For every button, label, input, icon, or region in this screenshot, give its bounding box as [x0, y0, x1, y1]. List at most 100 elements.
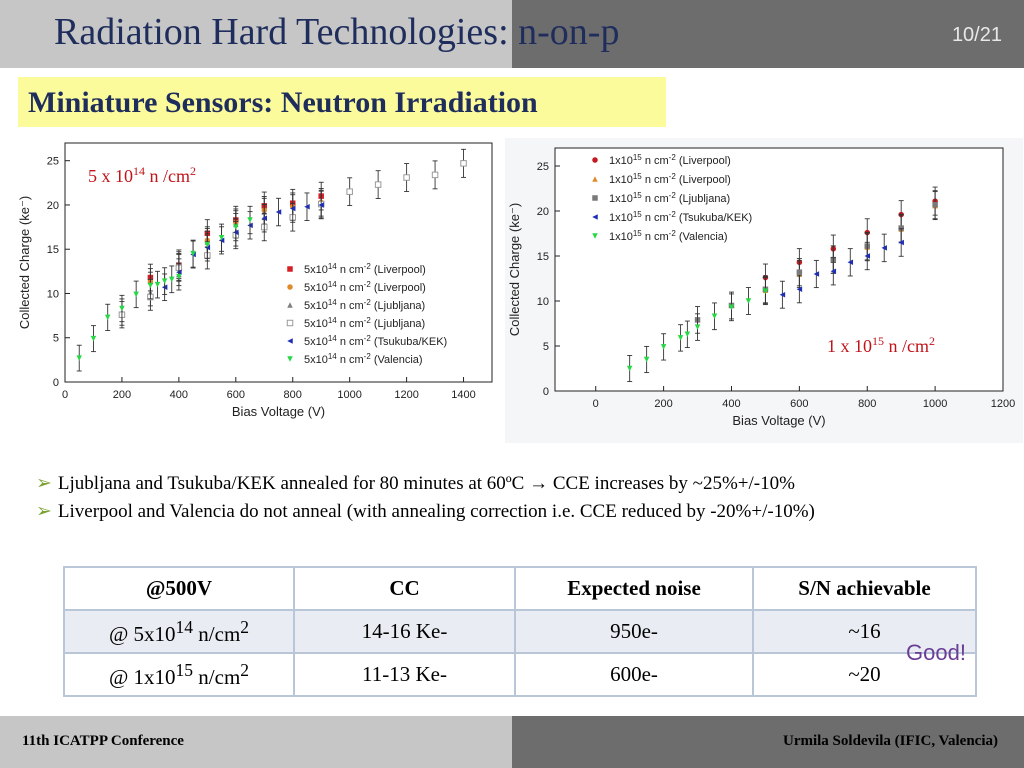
table-row: @ 1x1015 n/cm2 11-13 Ke- 600e- ~20 [63, 652, 977, 697]
legend-marker [592, 214, 598, 220]
plot-frame [554, 147, 1004, 392]
table-header-cell: Expected noise [514, 566, 754, 611]
x-tick-label: 1200 [394, 389, 418, 401]
data-point [169, 276, 175, 283]
legend-marker [592, 157, 598, 163]
legend-marker [287, 356, 293, 362]
table-row: @ 5x1014 n/cm2 14-16 Ke- 950e- ~16 [63, 609, 977, 654]
x-tick-label: 200 [654, 398, 672, 410]
data-point [204, 242, 211, 248]
data-point [104, 314, 111, 321]
chart-5e14: 0 200 400 600 800 1000 1200 1400 0 5 10 15 20 25 Bias … [10, 138, 495, 428]
page-number: 10/21 [951, 24, 1002, 46]
header-bar-left [0, 0, 512, 68]
table-header-cell: S/N achievable [752, 566, 977, 611]
x-tick-label: 400 [170, 389, 188, 401]
data-point [813, 271, 820, 277]
footer-bar-left [0, 716, 512, 768]
y-tick-label: 0 [543, 386, 549, 398]
table-cell: 11-13 Ke- [293, 652, 516, 697]
data-point [898, 239, 904, 246]
legend-marker [592, 195, 598, 201]
data-point [261, 215, 268, 221]
data-point [403, 174, 410, 181]
x-tick-label: 1400 [451, 389, 475, 401]
data-point [247, 217, 253, 223]
table-header-cell: CC [293, 566, 516, 611]
bullet-text: Liverpool and Valencia do not anneal (wi… [57, 501, 815, 522]
data-point [684, 331, 691, 338]
y-axis-label: Collected Charge (ke⁻) [507, 203, 522, 336]
chart-1e15: 0 200 400 600 800 1000 1200 0 5 10 15 20 25 Bias Volt… [505, 138, 1023, 443]
footer-bar-right [512, 716, 1024, 768]
data-point [190, 250, 196, 257]
data-point [275, 209, 282, 215]
data-point [233, 224, 239, 230]
table-cell: 14-16 Ke- [293, 609, 516, 654]
data-point [119, 305, 125, 312]
fluence-annotation: 5 x 1014 n /cm2 [88, 164, 196, 186]
data-point [318, 202, 324, 208]
bullet-2: ➢ Liverpool and Valencia do not anneal (w… [36, 498, 815, 526]
legend-label: 5x1014 n cm-2 (Tsukuba/KEK) [304, 334, 447, 348]
y-tick-label: 10 [47, 288, 59, 300]
data-point [830, 268, 837, 275]
y-tick-label: 25 [537, 161, 549, 173]
legend-label: 1x1015 n cm-2 (Liverpool) [609, 153, 731, 167]
y-tick-label: 0 [53, 377, 59, 389]
sn-table: @500V CC Expected noise S/N achievable @… [63, 566, 977, 697]
table-header-cell: @500V [63, 566, 295, 611]
x-axis-label: Bias Voltage (V) [732, 413, 825, 428]
y-tick-label: 15 [47, 244, 59, 256]
data-point [694, 324, 701, 330]
bullet-arrow-icon: ➢ [36, 501, 52, 522]
table-header-row: @500V CC Expected noise S/N achievable [63, 566, 977, 611]
x-axis-label: Bias Voltage (V) [232, 404, 325, 419]
data-point [90, 335, 97, 342]
y-tick-label: 15 [537, 251, 549, 263]
legend-label: 1x1015 n cm-2 (Ljubljana) [609, 191, 730, 205]
bullet-text: Ljubljana and Tsukuba/KEK annealed for 8… [57, 473, 795, 494]
y-tick-label: 20 [537, 206, 549, 218]
data-point [431, 171, 439, 179]
data-point [147, 282, 154, 289]
bullet-arrow-icon: ➢ [36, 473, 52, 494]
legend-label: 5x1014 n cm-2 (Liverpool) [304, 262, 426, 276]
legend-marker [287, 302, 293, 308]
series-4 [626, 277, 769, 382]
series-3 [779, 228, 904, 309]
plot-frame [64, 142, 493, 383]
legend-marker [287, 266, 293, 272]
data-point [711, 313, 718, 320]
data-point [289, 205, 296, 212]
legend-label: 5x1014 n cm-2 (Liverpool) [304, 280, 426, 294]
table-cell: ~16 [752, 609, 977, 654]
fluence-annotation: 1 x 1015 n /cm2 [827, 334, 935, 356]
data-point [847, 259, 854, 266]
data-point [154, 281, 161, 288]
data-point [374, 181, 382, 188]
data-point [218, 234, 225, 241]
y-tick-label: 5 [53, 333, 59, 345]
data-point [762, 288, 769, 294]
x-tick-label: 200 [113, 389, 131, 401]
legend-marker [287, 284, 293, 290]
subtitle-text: Miniature Sensors: Neutron Irradiation [28, 86, 538, 119]
data-point [76, 355, 82, 361]
x-tick-label: 600 [227, 389, 245, 401]
data-point [626, 365, 633, 372]
data-point [932, 201, 938, 208]
data-point [728, 304, 735, 311]
chart-1e15-svg: 0 200 400 600 800 1000 1200 0 5 10 15 20 25 Bias Volt… [505, 138, 1023, 443]
legend-marker [286, 319, 294, 327]
footer-author: Urmila Soldevila (IFIC, Valencia) [782, 733, 998, 749]
footer-conference: 11th ICATPP Conference [22, 733, 184, 749]
data-point [460, 160, 467, 167]
y-tick-label: 25 [47, 156, 59, 168]
data-point [796, 286, 803, 293]
x-tick-label: 400 [722, 398, 740, 410]
x-tick-label: 0 [62, 389, 68, 401]
table-cell-fluence: @ 1x1015 n/cm2 [63, 652, 295, 697]
legend-marker [592, 233, 598, 239]
data-point [881, 245, 887, 251]
